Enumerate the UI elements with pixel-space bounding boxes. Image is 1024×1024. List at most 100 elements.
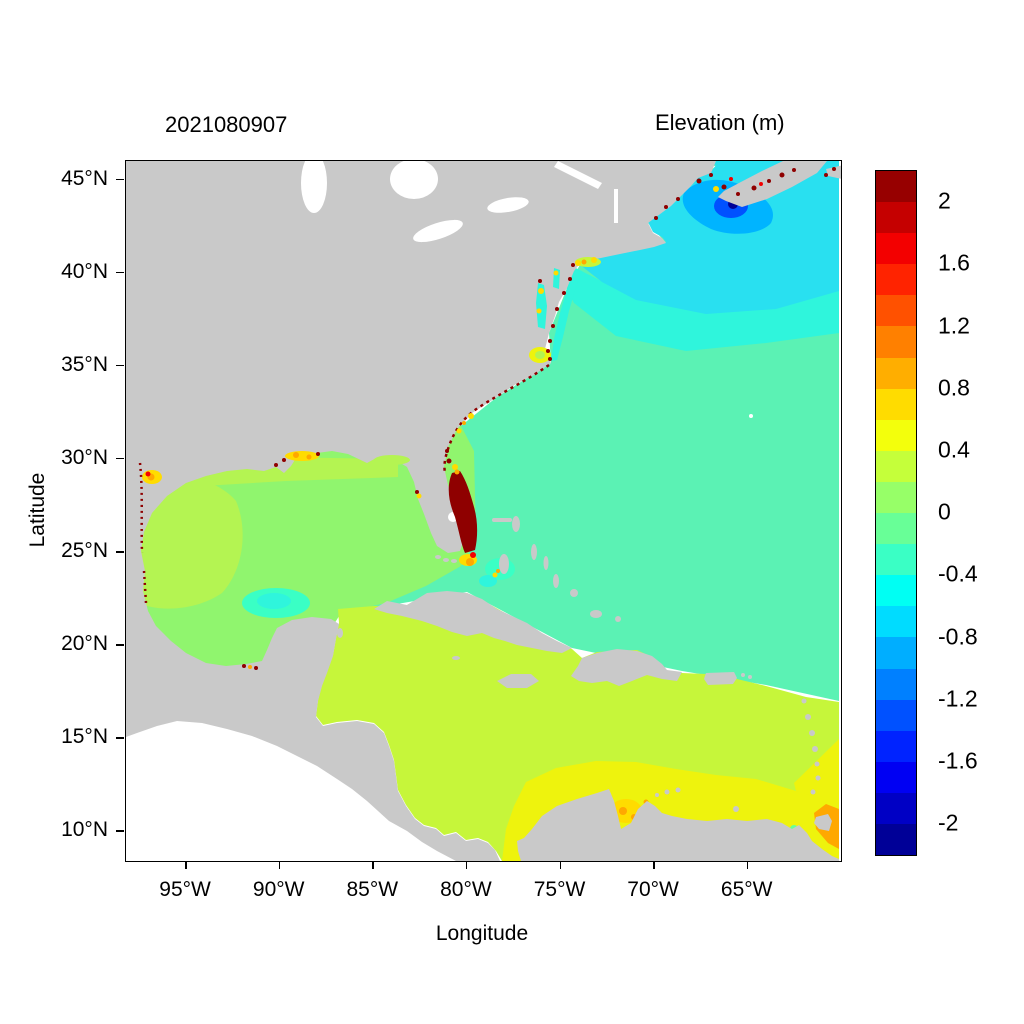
colorbar-cell: [876, 513, 916, 545]
y-tick-label: 15°N: [61, 725, 108, 749]
y-tick-label: 40°N: [61, 259, 108, 283]
colorbar-cell: [876, 637, 916, 669]
region-midatlantic-coastal-cyan: [551, 269, 582, 361]
y-tick-label: 20°N: [61, 632, 108, 656]
land-lesser-antilles: [655, 673, 821, 812]
great-lakes: [301, 161, 753, 522]
colorbar-cell: [876, 481, 916, 514]
colorbar-cell: [876, 792, 916, 824]
x-tick-mark: [653, 861, 655, 869]
map-plot-area: [125, 160, 842, 862]
colorbar-cell: [876, 357, 916, 389]
colorbar-cell: [876, 326, 916, 358]
colorbar-title: Elevation (m): [655, 110, 785, 135]
y-tick-mark: [116, 737, 124, 739]
y-tick-mark: [116, 271, 124, 274]
colorbar-tick-label: 2: [938, 187, 951, 214]
land-jamaica: [497, 674, 539, 688]
colorbar-tick-label: -1.2: [938, 685, 978, 712]
y-tick-mark: [116, 830, 124, 832]
x-tick-label: 90°W: [252, 878, 305, 901]
y-tick-label: 30°N: [61, 445, 108, 469]
gulf-coast-speckles: [138, 451, 422, 670]
colorbar: [875, 170, 917, 856]
y-tick-mark: [116, 457, 124, 460]
colorbar-tick-label: 1.2: [938, 312, 970, 338]
x-tick-mark: [372, 861, 374, 869]
land-cuba: [374, 591, 572, 653]
nova-scotia-speckles: [654, 167, 836, 220]
map-canvas: [126, 161, 841, 861]
land-masses: [126, 161, 841, 861]
y-tick-label: 45°N: [61, 166, 108, 190]
colorbar-cell: [876, 388, 916, 420]
chesapeake-delaware-bays: [536, 268, 560, 329]
land-puerto-rico: [704, 672, 737, 685]
region-northeast-cyan: [579, 161, 839, 314]
colorbar-tick-label: 0: [938, 498, 951, 525]
x-tick-label: 70°W: [627, 878, 679, 901]
land-cape-breton: [826, 165, 841, 179]
x-tick-label: 80°W: [440, 878, 492, 901]
x-tick-mark: [278, 861, 281, 869]
colorbar-tick-label: -0.8: [938, 623, 978, 649]
colorbar-cell: [876, 233, 916, 265]
x-tick-label: 85°W: [346, 878, 399, 901]
region-east-edge-yellow-wedge: [794, 739, 839, 804]
colorbar-tick-label: 0.4: [938, 436, 970, 463]
y-tick-mark: [116, 364, 124, 367]
st-lawrence-river: [554, 161, 602, 189]
x-tick-label: 95°W: [159, 878, 211, 901]
colorbar-cell: [876, 575, 916, 607]
y-tick-label: 35°N: [61, 352, 108, 376]
colorbar-tick-label: -0.4: [938, 560, 978, 587]
x-tick-mark: [559, 861, 561, 869]
southeast-coast-speckles: [443, 277, 572, 474]
colorbar-cell: [876, 202, 916, 234]
y-tick-label: 25°N: [61, 539, 108, 562]
colorbar-cell: [876, 606, 916, 638]
x-tick-mark: [465, 861, 468, 869]
colorbar-cell: [876, 450, 916, 482]
colorbar-cell: [876, 730, 916, 762]
land-hispaniola: [571, 649, 682, 686]
colorbar-tick-label: 1.6: [938, 249, 970, 276]
y-tick-mark: [116, 178, 124, 181]
x-tick-mark: [185, 861, 187, 869]
lake-champlain: [614, 189, 618, 223]
x-axis-title: Longitude: [435, 922, 529, 945]
land-trinidad: [814, 814, 832, 831]
region-campeche-cyan: [257, 593, 291, 609]
colorbar-cell: [876, 544, 916, 576]
y-tick-label: 10°N: [61, 818, 108, 842]
bermuda-speck: [749, 414, 753, 418]
florida-surge-zone: [445, 449, 478, 566]
colorbar-cell: [876, 295, 916, 327]
colorbar-cell: [876, 699, 916, 731]
y-tick-mark: [116, 551, 124, 553]
land-south-america: [517, 789, 839, 861]
colorbar-labels: 2 1.6 1.2 0.8 0.4 0 -0.4 -0.8 -1.2 -1.6 -2: [930, 170, 1020, 854]
colorbar-cell: [876, 668, 916, 700]
y-axis-title: Latitude: [26, 472, 49, 548]
colorbar-cell: [876, 823, 916, 856]
colorbar-cell: [876, 419, 916, 451]
land-florida-keys: [337, 555, 460, 660]
x-tick-mark: [746, 861, 749, 869]
colorbar-tick-label: -1.6: [938, 747, 978, 774]
pamlico-sound-patch: [529, 347, 552, 363]
y-tick-mark: [116, 644, 124, 646]
run-timestamp-title: 2021080907: [165, 112, 288, 137]
land-north-central-america: [126, 161, 716, 861]
new-york-bight-patch: [571, 257, 601, 267]
region-atlantic-transition-band: [562, 265, 839, 351]
x-tick-label: 75°W: [533, 878, 586, 901]
colorbar-cell: [876, 761, 916, 793]
colorbar-tick-label: -2: [938, 809, 959, 836]
land-bahamas-islands: [492, 516, 621, 622]
colorbar-cell: [876, 171, 916, 203]
colorbar-tick-label: 0.8: [938, 374, 970, 401]
x-tick-label: 65°W: [720, 878, 773, 901]
colorbar-cell: [876, 264, 916, 296]
